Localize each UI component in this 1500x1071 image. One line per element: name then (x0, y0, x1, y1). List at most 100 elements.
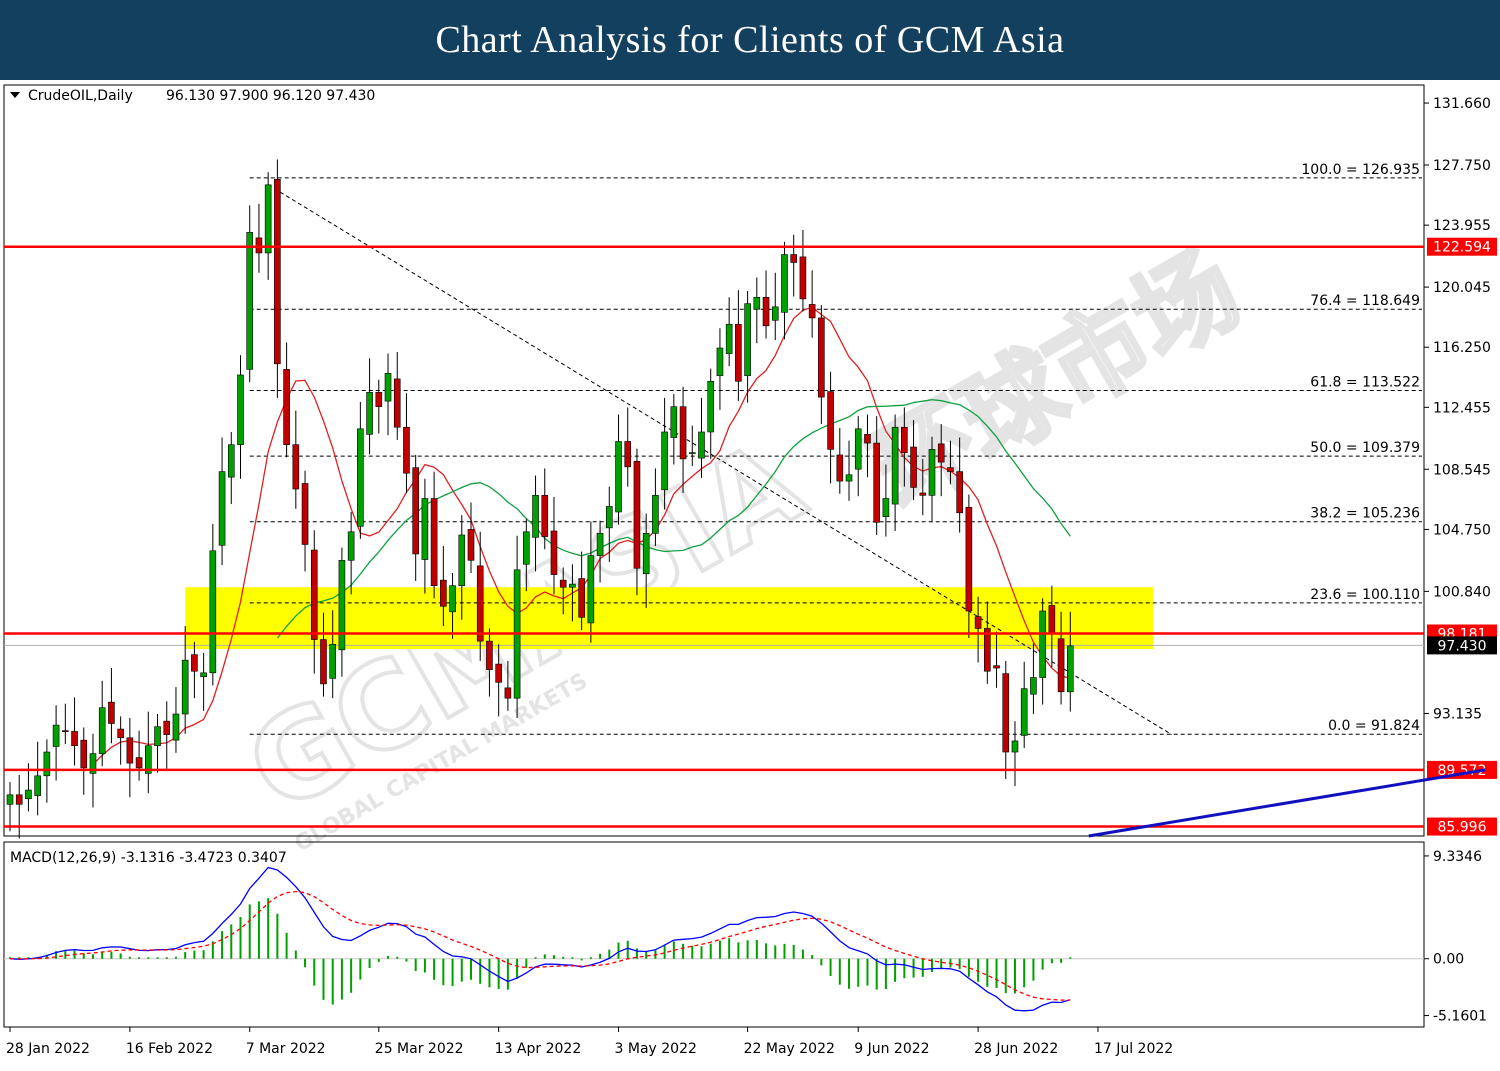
level-price-tag (1427, 760, 1497, 779)
candle-body (919, 492, 927, 496)
candle-body (854, 428, 862, 470)
candle-body (71, 731, 78, 746)
y-tick-label: 112.455 (1433, 400, 1491, 416)
candle-body (34, 775, 41, 796)
candle-body (596, 533, 604, 556)
candle-body (476, 565, 484, 642)
candle-body (725, 323, 733, 354)
candle-body (145, 745, 152, 774)
y-tick-label: 116.250 (1433, 340, 1491, 356)
macd-header: MACD(12,26,9) -3.1316 -3.4723 0.3407 (10, 850, 287, 866)
candle-body (504, 687, 512, 699)
candle-body (347, 531, 355, 561)
candle-body (679, 406, 687, 460)
candle-body (209, 550, 217, 674)
candle-body (845, 474, 853, 482)
x-tick-label: 28 Jun 2022 (974, 1041, 1058, 1057)
candle-body (98, 707, 106, 754)
x-tick-label: 13 Apr 2022 (495, 1041, 582, 1057)
candle-body (1048, 605, 1056, 634)
candle-body (993, 665, 1000, 669)
page-title: Chart Analysis for Clients of GCM Asia (435, 19, 1065, 61)
macd-y-tick-label: -5.1601 (1433, 1009, 1487, 1025)
candle-body (191, 654, 198, 672)
ohlc-values: 96.130 97.900 96.120 97.430 (166, 88, 375, 104)
candle-body (412, 467, 419, 555)
dropdown-triangle-icon (10, 92, 20, 98)
y-tick-label: 131.660 (1433, 96, 1491, 112)
candle-body (937, 443, 945, 463)
macd-y-tick-label: 9.3346 (1433, 849, 1482, 865)
level-price-tag (1427, 237, 1497, 256)
candle-body (430, 498, 438, 586)
candle-body (827, 391, 834, 450)
candle-body (716, 347, 724, 377)
y-tick-label: 123.955 (1433, 218, 1491, 234)
candle-body (587, 555, 595, 624)
fib-level-label: 61.8 = 113.522 (1310, 374, 1420, 390)
y-tick-label: 100.840 (1433, 584, 1491, 600)
macd-pane: MACD(12,26,9) -3.1316 -3.4723 0.3407 9.33… (3, 841, 1487, 1057)
y-tick-label: 93.135 (1433, 706, 1482, 722)
candle-body (771, 306, 779, 321)
main-pane: 100.0 = 126.935 76.4 = 118.649 61.8 = 113.… (3, 84, 1497, 839)
candle-body (89, 753, 97, 774)
candle-body (62, 730, 69, 732)
candle-body (329, 643, 337, 679)
y-tick-label: 108.545 (1433, 462, 1491, 478)
macd-frame (3, 841, 1425, 1028)
candle-body (384, 373, 392, 402)
candle-body (467, 529, 475, 561)
candle-body (569, 583, 576, 588)
x-tick-label: 7 Mar 2022 (246, 1041, 326, 1057)
candle-body (799, 256, 807, 300)
candle-body (818, 317, 825, 398)
candle-body (135, 757, 143, 769)
candle-body (274, 178, 281, 365)
candle-body (154, 726, 161, 746)
candle-body (559, 579, 567, 588)
candle-body (15, 794, 23, 805)
candle-body (181, 659, 189, 715)
candle-body (486, 640, 493, 670)
candle-body (320, 639, 327, 685)
x-tick-label: 22 May 2022 (744, 1041, 835, 1057)
candle-body (707, 380, 715, 433)
level-price-label: 122.594 (1433, 240, 1491, 256)
level-price-tag (1427, 817, 1497, 836)
macd-line (9, 866, 1071, 1012)
x-tick-label: 17 Jul 2022 (1094, 1041, 1173, 1057)
candle-body (117, 728, 124, 739)
candle-body (218, 471, 226, 546)
candle-body (495, 663, 502, 683)
candle-body (781, 254, 788, 313)
candle-body (661, 431, 668, 491)
candle-body (910, 446, 917, 488)
candle-body (403, 426, 410, 474)
candle-body (882, 498, 890, 518)
level-price-label: 85.996 (1438, 820, 1487, 836)
candle-body (440, 579, 447, 607)
candle-body (366, 392, 373, 435)
y-tick-label: 104.750 (1433, 522, 1491, 538)
price-chart[interactable]: GCMASIA 环球市场 GLOBAL CAPITAL MARKETS 100.… (0, 80, 1500, 1071)
candle-body (6, 794, 14, 805)
fib-level-label: 76.4 = 118.649 (1310, 293, 1420, 309)
candle-body (633, 460, 641, 569)
candle-body (891, 426, 899, 505)
candle-body (984, 628, 991, 672)
symbol-label: CrudeOIL,Daily (28, 88, 133, 104)
x-tick-label: 25 Mar 2022 (375, 1041, 464, 1057)
candle-body (283, 369, 290, 445)
x-tick-label: 9 Jun 2022 (854, 1041, 929, 1057)
candle-body (670, 406, 678, 438)
candle-body (615, 441, 622, 513)
candle-body (163, 720, 171, 735)
candle-body (974, 616, 982, 629)
candle-body (836, 454, 844, 482)
candle-body (172, 713, 180, 741)
candle-body (52, 724, 60, 747)
y-tick-label: 120.045 (1433, 280, 1491, 296)
candle-body (25, 789, 32, 800)
candle-body (255, 237, 263, 254)
